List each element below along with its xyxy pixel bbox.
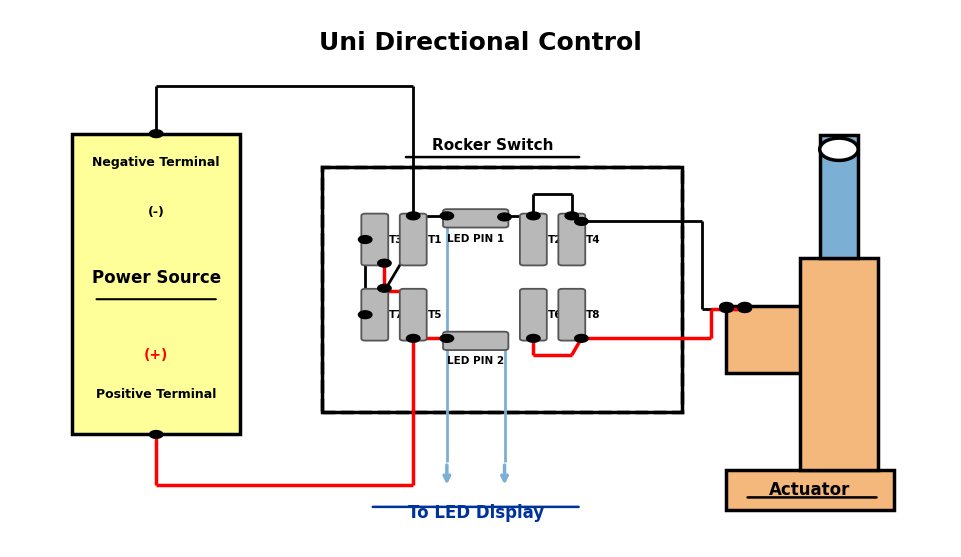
FancyBboxPatch shape [558, 214, 585, 266]
Text: T4: T4 [586, 234, 601, 245]
FancyBboxPatch shape [361, 214, 388, 266]
Text: T6: T6 [548, 310, 562, 320]
Circle shape [720, 305, 733, 312]
Text: To LED Display: To LED Display [407, 504, 544, 522]
Circle shape [149, 431, 162, 438]
Circle shape [358, 311, 372, 319]
Circle shape [407, 334, 420, 342]
Bar [820, 135, 858, 258]
FancyBboxPatch shape [443, 332, 508, 350]
Text: LED PIN 2: LED PIN 2 [447, 356, 504, 366]
Bar [726, 306, 801, 373]
Circle shape [820, 138, 858, 160]
Text: (+): (+) [144, 348, 168, 362]
Circle shape [527, 334, 540, 342]
Circle shape [498, 213, 511, 221]
Circle shape [720, 302, 733, 310]
Bar [726, 470, 894, 510]
Circle shape [575, 218, 588, 226]
Text: T5: T5 [428, 310, 442, 320]
Circle shape [149, 130, 162, 138]
Circle shape [738, 305, 752, 312]
Bar [800, 258, 878, 470]
Text: T3: T3 [389, 234, 404, 245]
FancyBboxPatch shape [558, 289, 585, 340]
Text: Uni Directional Control: Uni Directional Control [319, 31, 642, 55]
Text: T8: T8 [586, 310, 601, 320]
Text: T1: T1 [428, 234, 442, 245]
FancyBboxPatch shape [361, 289, 388, 340]
Circle shape [378, 260, 391, 267]
Circle shape [738, 302, 752, 310]
Bar [322, 167, 682, 412]
Circle shape [565, 212, 579, 220]
FancyBboxPatch shape [443, 209, 508, 227]
Circle shape [358, 236, 372, 243]
Text: Rocker Switch: Rocker Switch [431, 138, 554, 153]
FancyBboxPatch shape [520, 289, 547, 340]
Text: Positive Terminal: Positive Terminal [96, 388, 216, 401]
FancyBboxPatch shape [520, 214, 547, 266]
FancyBboxPatch shape [400, 289, 427, 340]
Text: LED PIN 1: LED PIN 1 [447, 234, 504, 243]
FancyBboxPatch shape [400, 214, 427, 266]
Circle shape [440, 212, 454, 220]
Text: T2: T2 [548, 234, 562, 245]
Text: Negative Terminal: Negative Terminal [92, 156, 220, 169]
Text: T7: T7 [389, 310, 404, 320]
Circle shape [527, 212, 540, 220]
Circle shape [378, 284, 391, 292]
Text: Power Source: Power Source [91, 269, 221, 287]
Circle shape [575, 334, 588, 342]
Text: (-): (-) [148, 206, 164, 219]
Text: Actuator: Actuator [769, 481, 850, 499]
Bar [72, 134, 240, 434]
Bar [322, 167, 682, 412]
Circle shape [440, 334, 454, 342]
Circle shape [407, 212, 420, 220]
